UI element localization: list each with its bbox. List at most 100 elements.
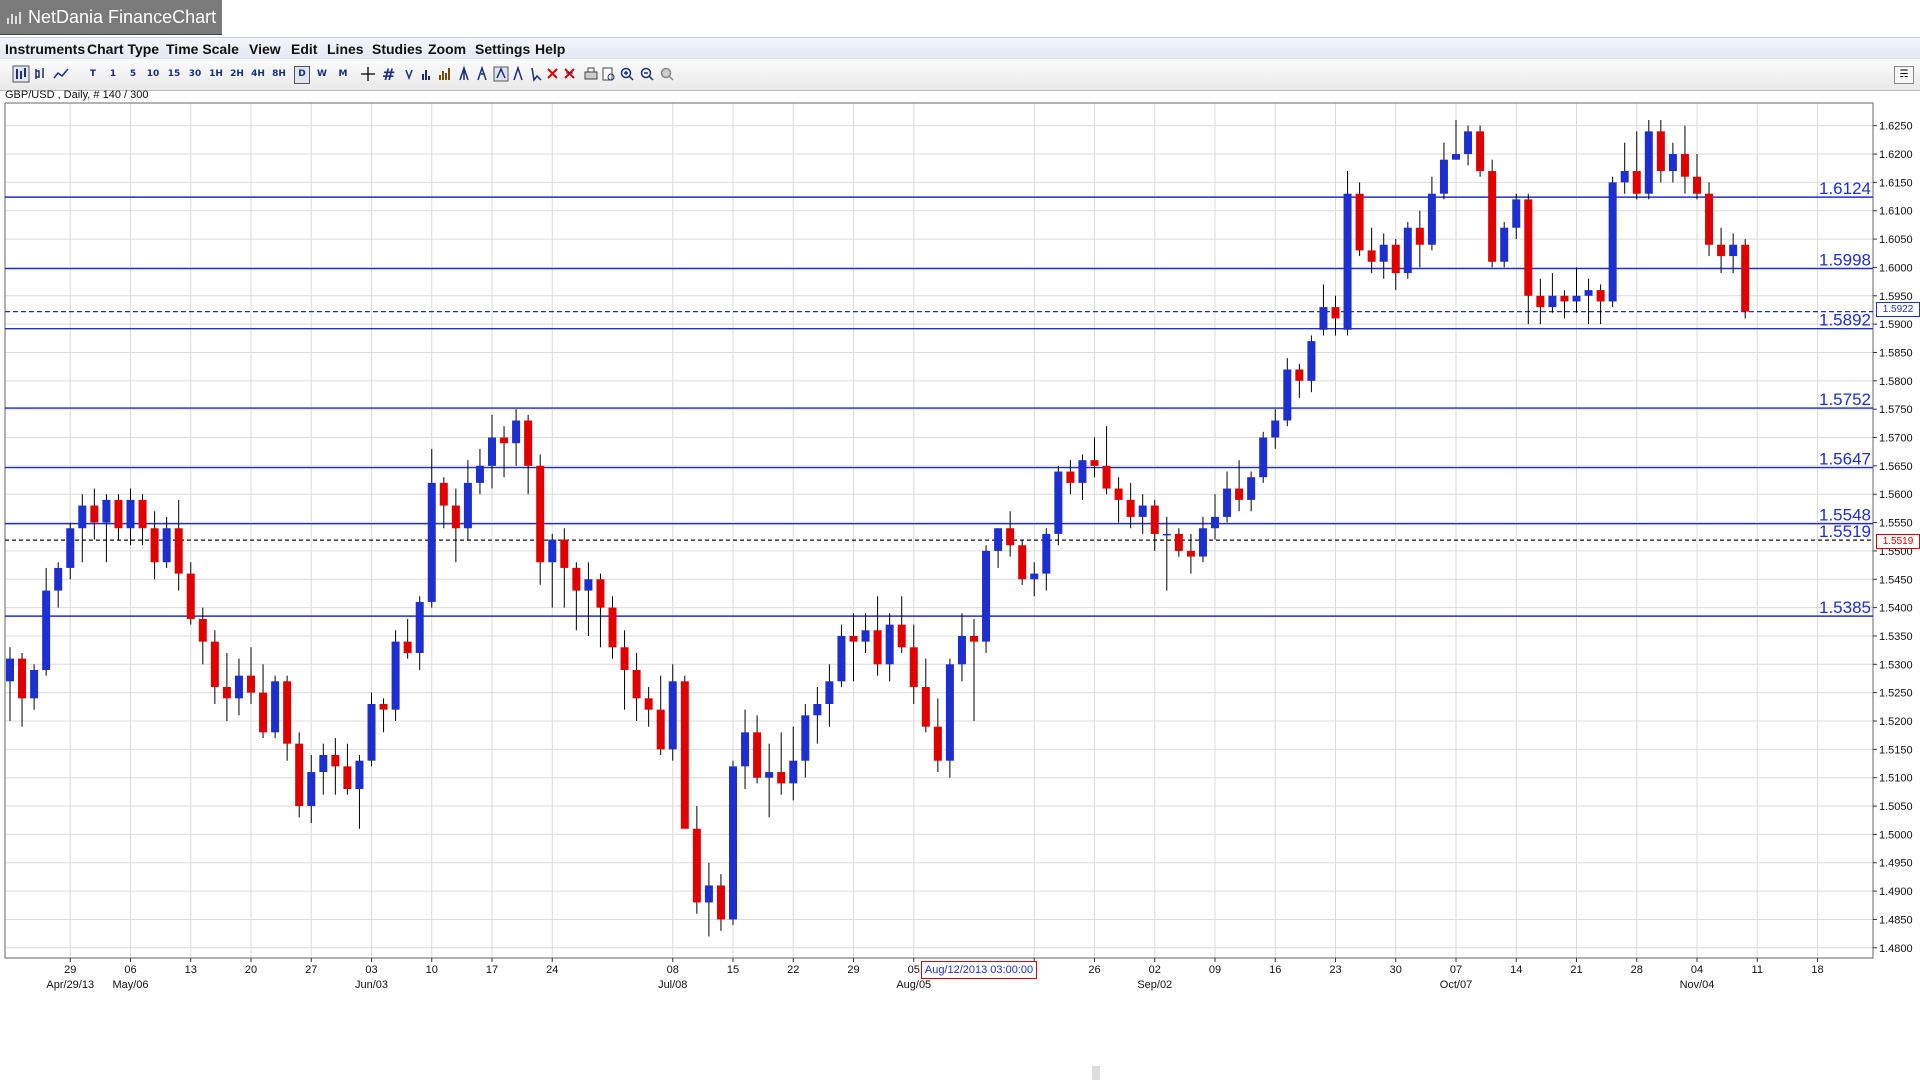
candlestick-chart-icon[interactable] (35, 68, 44, 79)
candle (1343, 171, 1352, 336)
timeframe-8h[interactable]: 8H (272, 69, 286, 79)
candle-body-down (1102, 465, 1111, 489)
menu-help[interactable]: Help (535, 41, 566, 57)
timeframe-monthly[interactable]: M (338, 69, 348, 79)
timeframe-10m[interactable]: 10 (146, 69, 160, 79)
candle-body-down (970, 635, 978, 642)
candle-body-up (1054, 471, 1063, 534)
candle (813, 686, 822, 744)
level-label: 1.6124 (1819, 179, 1871, 198)
menu-view[interactable]: View (249, 41, 281, 57)
print-preview-icon[interactable] (602, 67, 615, 81)
timeframe-daily[interactable]: D (294, 66, 310, 84)
candle (1705, 182, 1714, 257)
menu-zoom[interactable]: Zoom (428, 41, 467, 57)
arrow-icon[interactable] (405, 69, 413, 81)
cursor-icon[interactable] (513, 65, 523, 81)
candle-body-up (548, 539, 557, 563)
menu-instruments[interactable]: Instruments (5, 41, 86, 57)
bar-chart-icon[interactable] (12, 65, 30, 83)
candle-body-down (524, 420, 533, 466)
candle (283, 675, 292, 761)
timeframe-tick[interactable]: T (89, 69, 97, 79)
candle-body-down (897, 624, 906, 648)
crosshair-icon[interactable] (361, 67, 375, 81)
candle-body-down (222, 686, 231, 699)
candle (1150, 499, 1159, 551)
menu-edit[interactable]: Edit (291, 41, 318, 57)
x-tick-label: 22 (787, 964, 799, 976)
pin-icon[interactable]: ☴ (1894, 66, 1914, 84)
grid-icon[interactable]: # (382, 65, 395, 83)
zoom-reset-icon[interactable] (660, 67, 674, 81)
candle (1271, 409, 1280, 449)
timeframe-15m[interactable]: 15 (167, 69, 181, 79)
y-tick-label: 1.5700 (1879, 433, 1913, 445)
candle (608, 596, 617, 659)
x-tick-label: 11 (1752, 964, 1763, 976)
timeframe-30m[interactable]: 30 (188, 69, 202, 79)
delete-all-icon[interactable] (564, 68, 575, 79)
candle (656, 675, 665, 756)
candle (1174, 528, 1183, 557)
y-tick-label: 1.4950 (1879, 858, 1913, 870)
candle-body-up (1512, 199, 1521, 228)
candle (1066, 460, 1075, 495)
candle-body-down (403, 641, 412, 653)
candle (680, 675, 689, 829)
candle (319, 743, 328, 795)
fibonacci-icon[interactable] (493, 66, 509, 82)
study-icon[interactable] (439, 68, 450, 80)
candlesticks (6, 120, 1750, 937)
candle (18, 652, 27, 727)
candle (873, 596, 882, 676)
menu-time-scale[interactable]: Time Scale (166, 41, 239, 57)
timeframe-4h[interactable]: 4H (251, 69, 265, 79)
candle-body-down (138, 499, 147, 529)
zoom-out-icon[interactable] (640, 67, 654, 81)
candle-body-up (271, 681, 280, 733)
channel-icon[interactable] (477, 65, 487, 81)
candle-body-down (608, 607, 617, 648)
candle-body-up (813, 703, 822, 716)
trend-line-icon[interactable] (459, 65, 469, 81)
candle (1644, 120, 1653, 200)
print-icon[interactable] (584, 67, 598, 80)
candle-body-up (1608, 182, 1617, 302)
menu-chart-type[interactable]: Chart Type (87, 41, 160, 57)
x-tick-label: 14 (1510, 964, 1522, 976)
candle-body-down (259, 692, 268, 733)
timeframe-1m[interactable]: 1 (109, 69, 117, 79)
candle (632, 652, 641, 722)
candle (66, 522, 75, 580)
y-tick-label: 1.6050 (1879, 234, 1913, 246)
delete-icon[interactable] (547, 68, 558, 79)
timeframe-weekly[interactable]: W (317, 69, 327, 79)
menu-studies[interactable]: Studies (372, 41, 423, 57)
candle-body-up (463, 482, 472, 529)
timeframe-5m[interactable]: 5 (129, 69, 137, 79)
candle (1223, 471, 1232, 523)
timeframe-2h[interactable]: 2H (230, 69, 244, 79)
candle-body-up (1259, 437, 1268, 478)
candle-body-up (1138, 505, 1147, 517)
candle-body-up (1042, 533, 1051, 574)
candle (1126, 482, 1135, 529)
support-resistance-levels (5, 196, 1873, 617)
candle-body-up (415, 601, 424, 653)
timeframe-1h[interactable]: 1H (209, 69, 223, 79)
volume-icon[interactable] (422, 70, 430, 80)
pointer-icon[interactable] (531, 67, 542, 82)
candle-body-up (1307, 341, 1316, 381)
x-tick-label: 26 (1088, 964, 1100, 976)
y-tick-label: 1.5200 (1879, 716, 1913, 728)
line-chart-icon[interactable] (53, 68, 69, 79)
y-tick-label: 1.5000 (1879, 829, 1913, 841)
zoom-in-icon[interactable] (620, 67, 634, 81)
candle-body-up (391, 641, 400, 710)
candle (1259, 431, 1268, 483)
menu-settings[interactable]: Settings (475, 41, 531, 57)
y-tick-label: 1.5900 (1879, 319, 1913, 331)
menu-lines[interactable]: Lines (327, 41, 364, 57)
